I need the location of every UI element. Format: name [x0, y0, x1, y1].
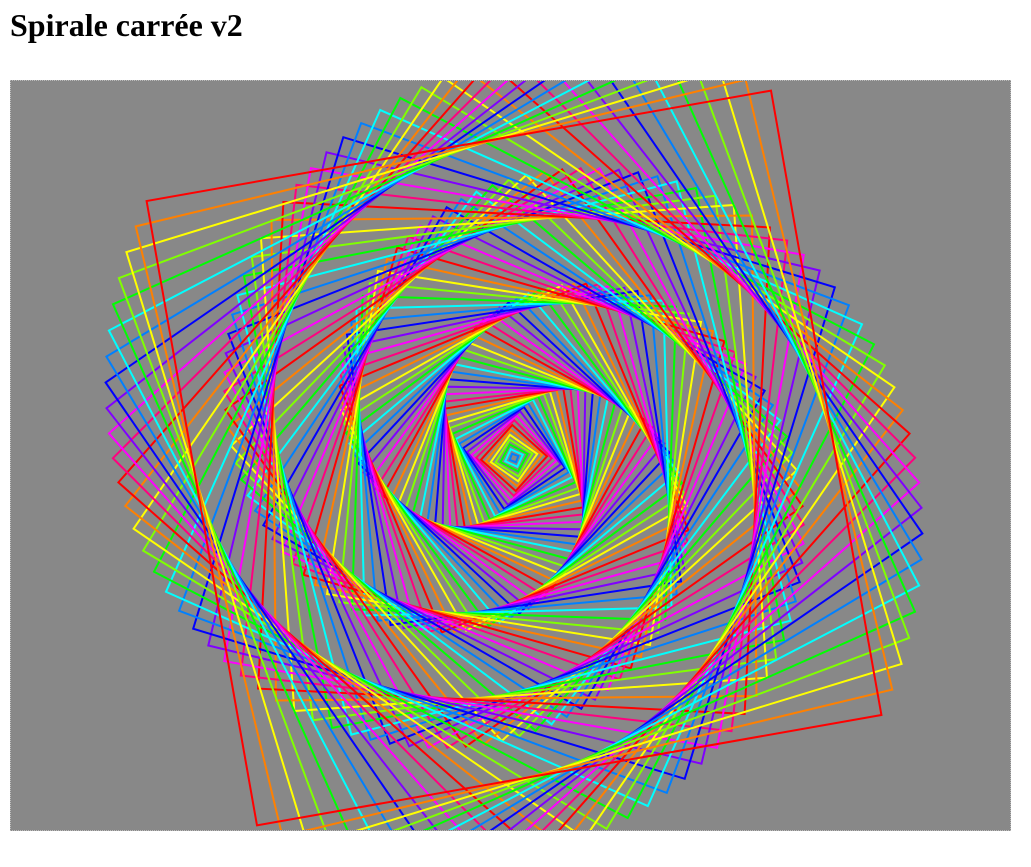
spiral-square: [253, 197, 775, 719]
spiral-square: [280, 224, 748, 692]
spiral-square: [239, 183, 789, 733]
spiral-square: [105, 81, 923, 830]
spiral-square: [374, 318, 654, 598]
spiral-square: [503, 447, 525, 469]
spiral-square: [236, 180, 792, 736]
spiral-square: [352, 296, 676, 620]
spiral-square: [117, 81, 911, 830]
spiral-square: [470, 414, 558, 502]
spiral-square: [356, 300, 672, 616]
spiral-square: [257, 201, 771, 715]
spiral-square: [338, 282, 690, 634]
spiral-square: [338, 282, 690, 634]
spiral-square: [207, 151, 821, 765]
spiral-square: [152, 96, 876, 820]
spiral-square: [344, 288, 684, 628]
spiral-square: [494, 438, 534, 478]
square-spiral: [104, 81, 924, 830]
spiral-square: [345, 289, 683, 627]
spiral-square: [348, 292, 680, 624]
spiral-square: [111, 81, 917, 830]
spiral-square: [338, 282, 690, 634]
spiral-square: [368, 312, 660, 604]
spiral-square: [261, 205, 767, 711]
spiral-square: [362, 306, 666, 610]
spiral-square: [325, 269, 703, 647]
spiral-square: [508, 452, 520, 464]
spiral-square: [479, 423, 549, 493]
spiral-square: [499, 443, 529, 473]
spiral-square: [388, 332, 640, 584]
spiral-square: [457, 401, 571, 515]
spiral-square: [465, 409, 563, 507]
page-title: Spirale carrée v2: [10, 7, 243, 43]
spiral-square: [111, 81, 917, 830]
spiral-square: [291, 235, 737, 681]
spiral-square: [134, 81, 894, 830]
spiral-square: [484, 428, 544, 488]
spiral-square: [125, 81, 903, 830]
spiral-square: [107, 81, 921, 830]
spiral-square: [474, 418, 554, 498]
spiral-square: [242, 186, 786, 730]
spiral-square: [234, 178, 794, 738]
spiral-square: [145, 89, 883, 827]
spiral-square: [461, 405, 567, 511]
spiral-square: [489, 433, 539, 483]
drawing-canvas[interactable]: [10, 80, 1011, 831]
